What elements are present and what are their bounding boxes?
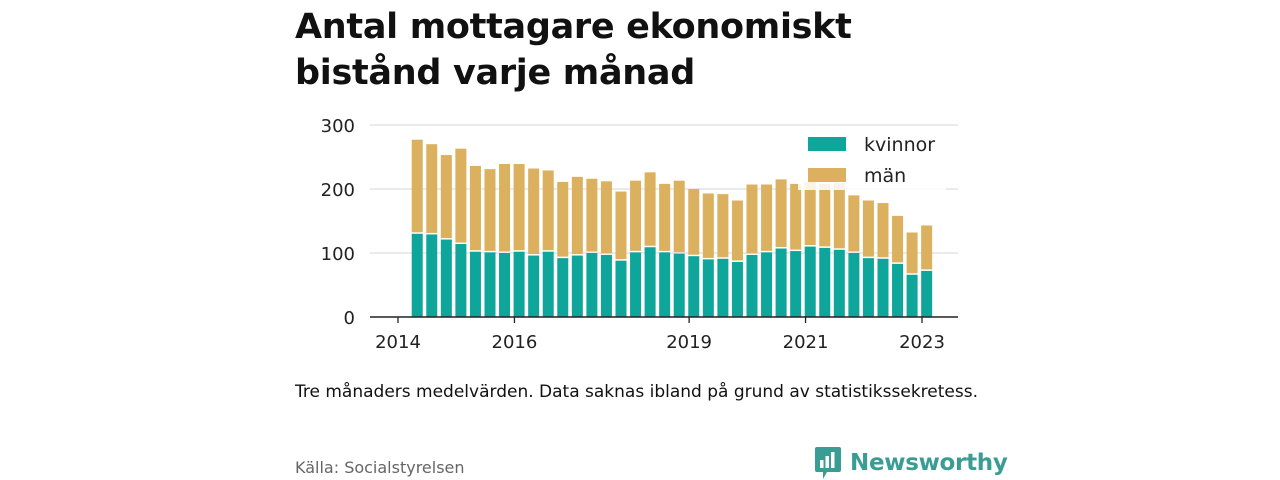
legend-swatch-kvinnor [808, 137, 846, 151]
newsworthy-logo[interactable]: Newsworthy [814, 446, 1008, 480]
bar-kvinnor [571, 255, 583, 317]
bar-kvinnor [862, 258, 874, 317]
bar-kvinnor [906, 274, 918, 317]
y-tick-label: 100 [321, 244, 355, 265]
x-tick-label: 2019 [666, 332, 712, 353]
bar-man [848, 195, 860, 252]
bar-man [499, 164, 511, 252]
bar-kvinnor [731, 261, 743, 317]
bar-kvinnor [819, 247, 831, 317]
bar-kvinnor [615, 260, 627, 317]
chart-note: Tre månaders medelvärden. Data saknas ib… [295, 382, 978, 402]
bar-man [411, 139, 423, 233]
bar-man [528, 168, 540, 255]
bar-man [484, 169, 496, 251]
bar-kvinnor [440, 239, 452, 317]
bar-man [571, 176, 583, 255]
legend-swatch-man [808, 168, 846, 182]
x-tick-label: 2016 [492, 332, 538, 353]
bar-man [469, 165, 481, 251]
bar-man [717, 194, 729, 258]
bar-kvinnor [557, 258, 569, 317]
bar-kvinnor [542, 251, 554, 317]
bar-man [862, 200, 874, 257]
bar-kvinnor [921, 270, 933, 317]
y-tick-label: 300 [321, 116, 355, 137]
bar-man [906, 232, 918, 274]
bar-man [819, 183, 831, 247]
bar-man [542, 170, 554, 251]
bar-man [615, 191, 627, 260]
bar-kvinnor [790, 251, 802, 317]
stacked-bar-chart: 0 100 200 300 2014 2016 2019 2021 2023 kvinnor mä… [321, 116, 958, 353]
bar-kvinnor [499, 253, 511, 317]
bar-kvinnor [761, 252, 773, 317]
bar-kvinnor [513, 251, 525, 317]
legend: kvinnor män [798, 128, 946, 190]
bar-kvinnor [848, 253, 860, 317]
bar-kvinnor [455, 244, 467, 317]
bar-kvinnor [702, 259, 714, 317]
bar-man [790, 183, 802, 250]
bar-kvinnor [644, 247, 656, 317]
bar-kvinnor [586, 253, 598, 317]
bar-man [921, 225, 933, 270]
bar-man [440, 155, 452, 239]
bar-kvinnor [630, 252, 642, 317]
bar-man [804, 181, 816, 246]
bar-man [659, 183, 671, 251]
bar-man [673, 180, 685, 253]
legend-label: män [864, 165, 906, 187]
bar-man [426, 144, 438, 233]
source-credit: Källa: Socialstyrelsen [295, 458, 465, 477]
bar-man [731, 200, 743, 261]
bar-man [557, 181, 569, 257]
y-tick-label: 0 [344, 308, 355, 329]
bar-man [644, 172, 656, 246]
bar-man [702, 193, 714, 258]
bar-man [877, 203, 889, 258]
chart-title: Antal mottagare ekonomiskt bistånd varje… [295, 7, 852, 93]
bar-kvinnor [688, 256, 700, 317]
x-tick-label: 2014 [375, 332, 421, 353]
bar-kvinnor [804, 246, 816, 317]
bar-kvinnor [775, 248, 787, 317]
bar-kvinnor [659, 252, 671, 317]
bar-kvinnor [833, 249, 845, 317]
bar-kvinnor [746, 254, 758, 317]
bar-kvinnor [484, 252, 496, 317]
bar-kvinnor [528, 255, 540, 317]
bar-kvinnor [600, 254, 612, 317]
bar-man [775, 179, 787, 248]
bar-kvinnor [717, 258, 729, 317]
bar-man [688, 189, 700, 255]
bar-kvinnor [877, 258, 889, 317]
bar-kvinnor [426, 234, 438, 317]
bar-kvinnor [673, 253, 685, 317]
bar-man [833, 183, 845, 249]
bar-kvinnor [469, 251, 481, 317]
bar-man [892, 215, 904, 263]
bar-man [600, 181, 612, 254]
axes: 0 100 200 300 2014 2016 2019 2021 2023 [321, 116, 958, 353]
y-tick-label: 200 [321, 180, 355, 201]
logo-text: Newsworthy [850, 450, 1008, 476]
bars [411, 139, 933, 317]
bar-kvinnor [411, 233, 423, 317]
bar-man [761, 184, 773, 251]
bar-man [455, 148, 467, 243]
bar-man [513, 164, 525, 251]
x-tick-label: 2021 [783, 332, 829, 353]
bar-chart-speech-icon [815, 447, 841, 479]
x-tick-label: 2023 [899, 332, 945, 353]
bar-man [586, 178, 598, 252]
bar-kvinnor [892, 263, 904, 317]
bar-man [746, 184, 758, 254]
legend-label: kvinnor [864, 134, 935, 156]
bar-man [630, 180, 642, 251]
